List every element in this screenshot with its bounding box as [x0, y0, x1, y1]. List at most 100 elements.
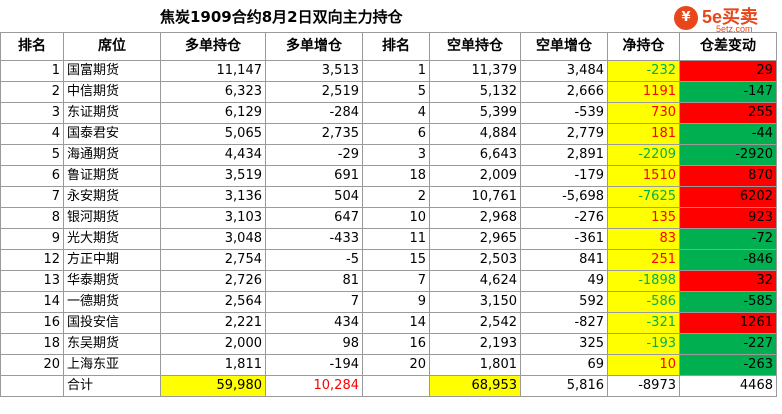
total-cell[interactable]: 68,953	[429, 375, 521, 397]
table-cell[interactable]: 7	[265, 291, 363, 313]
table-cell[interactable]: 923	[679, 207, 777, 229]
total-cell[interactable]: 4468	[679, 375, 777, 397]
table-cell[interactable]: -585	[679, 291, 777, 313]
table-cell[interactable]: 11	[362, 228, 430, 250]
table-cell[interactable]: 2,965	[429, 228, 521, 250]
table-cell[interactable]: 1	[0, 60, 64, 82]
table-cell[interactable]: 49	[520, 270, 608, 292]
table-cell[interactable]: 2,519	[265, 81, 363, 103]
table-cell[interactable]: 6	[362, 123, 430, 145]
table-cell[interactable]: 东证期货	[63, 102, 161, 124]
table-cell[interactable]: 8	[0, 207, 64, 229]
table-cell[interactable]: 3,150	[429, 291, 521, 313]
table-cell[interactable]: -147	[679, 81, 777, 103]
column-header[interactable]: 仓差变动	[679, 32, 777, 61]
column-header[interactable]: 排名	[362, 32, 430, 61]
table-cell[interactable]: 20	[362, 354, 430, 376]
table-cell[interactable]: -5	[265, 249, 363, 271]
table-cell[interactable]: -586	[607, 291, 680, 313]
table-cell[interactable]: 一德期货	[63, 291, 161, 313]
table-cell[interactable]: 4,434	[160, 144, 266, 166]
total-cell[interactable]: -8973	[607, 375, 680, 397]
table-cell[interactable]: 14	[362, 312, 430, 334]
table-cell[interactable]: 11,379	[429, 60, 521, 82]
table-cell[interactable]: 7	[362, 270, 430, 292]
table-cell[interactable]: 国泰君安	[63, 123, 161, 145]
table-cell[interactable]: 3,513	[265, 60, 363, 82]
table-cell[interactable]: 135	[607, 207, 680, 229]
table-cell[interactable]: 2,542	[429, 312, 521, 334]
table-cell[interactable]: 2,779	[520, 123, 608, 145]
table-cell[interactable]: 2	[0, 81, 64, 103]
table-cell[interactable]: -5,698	[520, 186, 608, 208]
column-header[interactable]: 多单增仓	[265, 32, 363, 61]
table-cell[interactable]: -827	[520, 312, 608, 334]
table-cell[interactable]: 上海东亚	[63, 354, 161, 376]
table-cell[interactable]: -1898	[607, 270, 680, 292]
table-cell[interactable]: 5	[362, 81, 430, 103]
table-cell[interactable]: 6202	[679, 186, 777, 208]
table-cell[interactable]: 251	[607, 249, 680, 271]
column-header[interactable]: 空单增仓	[520, 32, 608, 61]
table-cell[interactable]: 10,761	[429, 186, 521, 208]
table-cell[interactable]: 永安期货	[63, 186, 161, 208]
table-cell[interactable]: 325	[520, 333, 608, 355]
table-cell[interactable]: -361	[520, 228, 608, 250]
table-cell[interactable]: 691	[265, 165, 363, 187]
table-cell[interactable]: 7	[0, 186, 64, 208]
table-cell[interactable]: 18	[362, 165, 430, 187]
table-cell[interactable]: 9	[362, 291, 430, 313]
table-cell[interactable]: 181	[607, 123, 680, 145]
table-cell[interactable]: 4,624	[429, 270, 521, 292]
table-cell[interactable]: -227	[679, 333, 777, 355]
table-cell[interactable]: 730	[607, 102, 680, 124]
column-header[interactable]: 席位	[63, 32, 161, 61]
table-cell[interactable]: -7625	[607, 186, 680, 208]
table-cell[interactable]: 2,754	[160, 249, 266, 271]
table-cell[interactable]: 10	[607, 354, 680, 376]
table-cell[interactable]: 5	[0, 144, 64, 166]
table-cell[interactable]: 5,065	[160, 123, 266, 145]
table-cell[interactable]: -263	[679, 354, 777, 376]
column-header[interactable]: 排名	[0, 32, 64, 61]
table-cell[interactable]: 2,726	[160, 270, 266, 292]
table-cell[interactable]: 国投安信	[63, 312, 161, 334]
table-cell[interactable]: 15	[362, 249, 430, 271]
table-cell[interactable]: -179	[520, 165, 608, 187]
table-cell[interactable]: 2	[362, 186, 430, 208]
table-cell[interactable]: 6,129	[160, 102, 266, 124]
total-cell[interactable]: 59,980	[160, 375, 266, 397]
table-cell[interactable]: 5,399	[429, 102, 521, 124]
table-cell[interactable]: -2209	[607, 144, 680, 166]
table-cell[interactable]: 4,884	[429, 123, 521, 145]
table-cell[interactable]: 69	[520, 354, 608, 376]
table-cell[interactable]: 4	[362, 102, 430, 124]
table-cell[interactable]: -284	[265, 102, 363, 124]
total-cell[interactable]	[362, 375, 430, 397]
table-cell[interactable]: 银河期货	[63, 207, 161, 229]
table-cell[interactable]: -232	[607, 60, 680, 82]
table-cell[interactable]: 592	[520, 291, 608, 313]
table-cell[interactable]: 29	[679, 60, 777, 82]
table-cell[interactable]: 3	[362, 144, 430, 166]
total-cell[interactable]: 5,816	[520, 375, 608, 397]
table-cell[interactable]: -44	[679, 123, 777, 145]
table-cell[interactable]: -72	[679, 228, 777, 250]
table-cell[interactable]: 434	[265, 312, 363, 334]
table-cell[interactable]: -29	[265, 144, 363, 166]
table-cell[interactable]: 1,811	[160, 354, 266, 376]
table-cell[interactable]: 16	[362, 333, 430, 355]
table-cell[interactable]: 方正中期	[63, 249, 161, 271]
table-cell[interactable]: 5,132	[429, 81, 521, 103]
table-cell[interactable]: 鲁证期货	[63, 165, 161, 187]
table-cell[interactable]: 2,666	[520, 81, 608, 103]
table-cell[interactable]: 3,048	[160, 228, 266, 250]
table-cell[interactable]: 6,643	[429, 144, 521, 166]
table-cell[interactable]: 国富期货	[63, 60, 161, 82]
table-cell[interactable]: -321	[607, 312, 680, 334]
table-cell[interactable]: -193	[607, 333, 680, 355]
table-cell[interactable]: 10	[362, 207, 430, 229]
column-header[interactable]: 净持仓	[607, 32, 680, 61]
table-cell[interactable]: 1	[362, 60, 430, 82]
total-cell[interactable]: 合计	[63, 375, 161, 397]
